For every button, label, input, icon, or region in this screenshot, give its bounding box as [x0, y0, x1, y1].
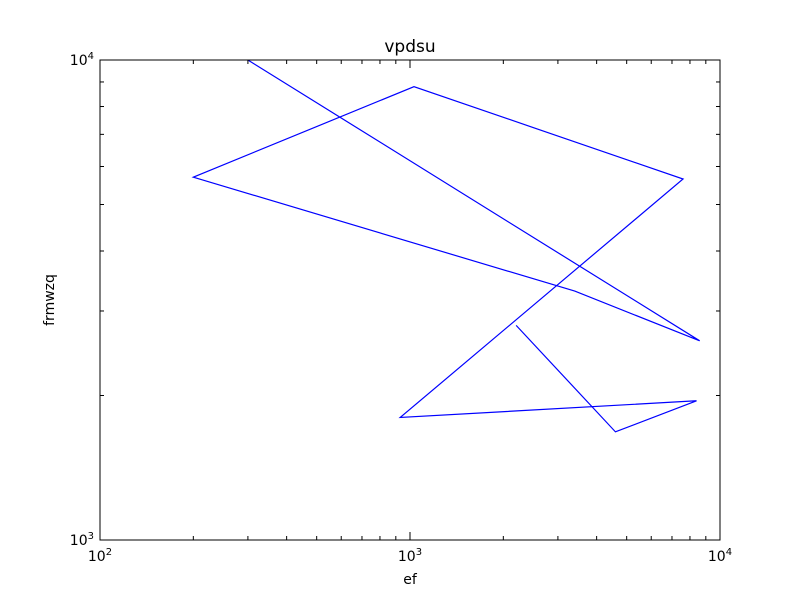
- x-axis-label: ef: [403, 572, 418, 588]
- plot-area: [191, 59, 701, 433]
- chart-title: vpdsu: [384, 37, 435, 57]
- x-tick-label: 103: [398, 547, 422, 565]
- y-tick-label: 104: [70, 51, 94, 69]
- x-tick-label: 102: [88, 547, 112, 565]
- series-line: [191, 59, 701, 433]
- x-tick-label: 104: [708, 547, 732, 565]
- y-axis-label: frmwzq: [42, 274, 58, 326]
- axes-frame: [99, 59, 721, 541]
- y-tick-label: 103: [70, 531, 94, 549]
